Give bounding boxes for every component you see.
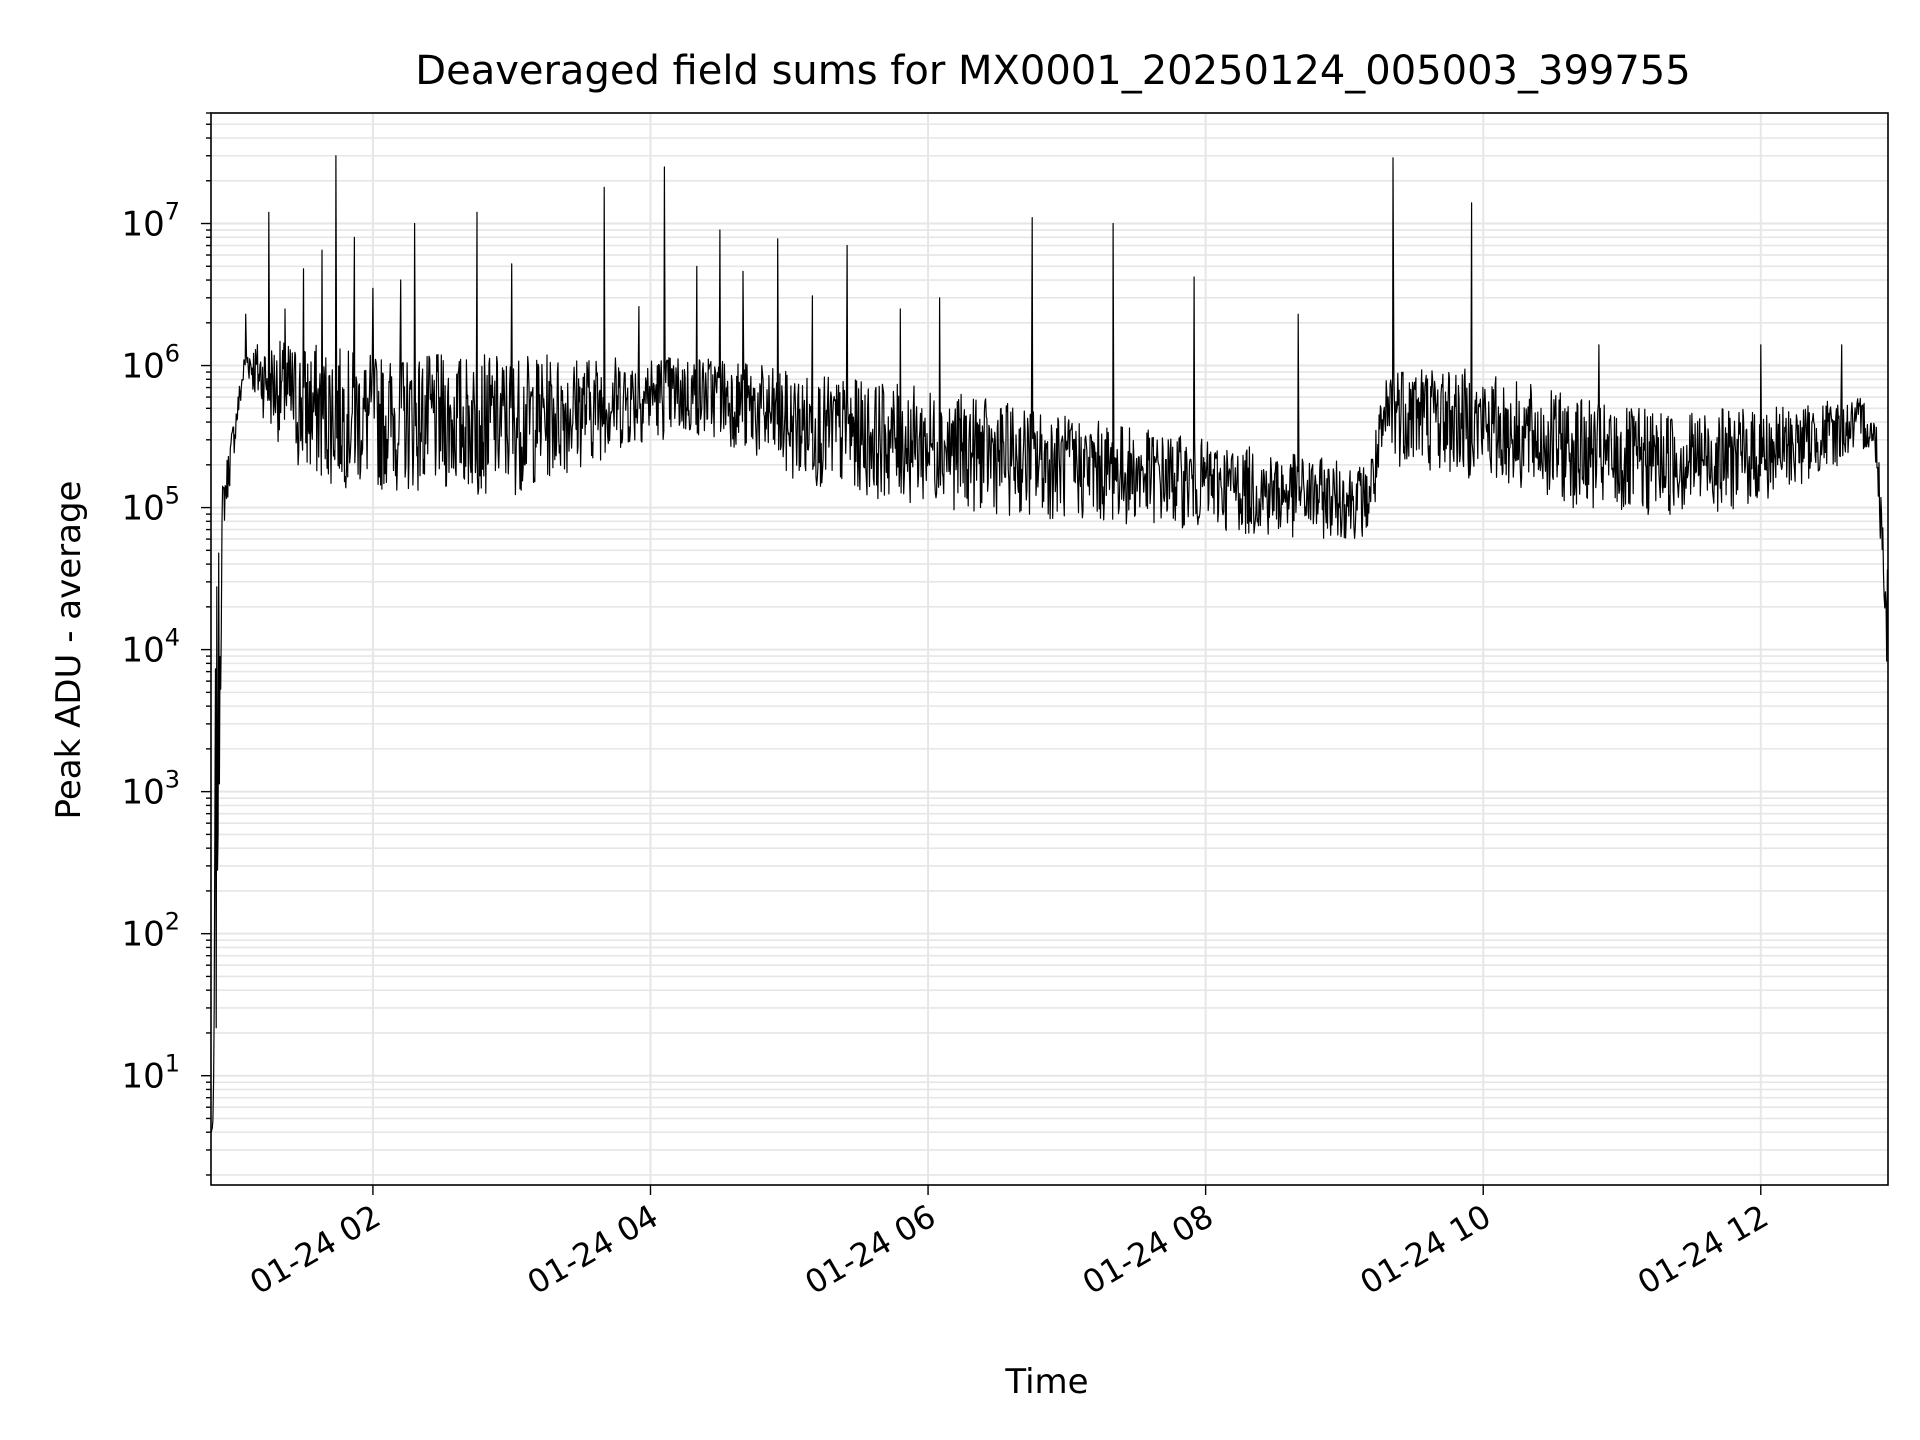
y-axis-label: Peak ADU - average — [49, 481, 89, 820]
y-tick-label-base: 10 — [121, 347, 164, 387]
y-tick-label: 106 — [121, 340, 180, 387]
y-tick-label-base: 10 — [121, 205, 164, 245]
y-tick-label-base: 10 — [121, 489, 164, 529]
y-tick-label-exponent: 4 — [165, 624, 180, 652]
y-tick-label: 101 — [121, 1050, 180, 1097]
y-tick-label: 107 — [121, 198, 180, 245]
y-tick-label-exponent: 3 — [165, 766, 180, 794]
series-line — [210, 155, 1889, 1133]
y-tick-label-base: 10 — [121, 915, 164, 955]
y-tick-label-base: 10 — [121, 631, 164, 671]
y-tick-label-base: 10 — [121, 773, 164, 813]
y-tick-label: 104 — [121, 624, 180, 671]
y-tick-label-exponent: 7 — [165, 198, 180, 226]
y-tick-label-base: 10 — [121, 1057, 164, 1097]
y-tick-label-exponent: 6 — [165, 340, 180, 368]
y-tick-label-exponent: 1 — [165, 1050, 180, 1078]
x-axis-label: Time — [1004, 1362, 1088, 1402]
y-tick-label-exponent: 2 — [165, 908, 180, 936]
plot-area — [210, 155, 1889, 1133]
y-tick-label: 102 — [121, 908, 180, 955]
y-tick-label-exponent: 5 — [165, 482, 180, 510]
y-tick-label: 103 — [121, 766, 180, 813]
chart-title: Deaveraged field sums for MX0001_2025012… — [415, 48, 1690, 94]
y-tick-label: 105 — [121, 482, 180, 529]
